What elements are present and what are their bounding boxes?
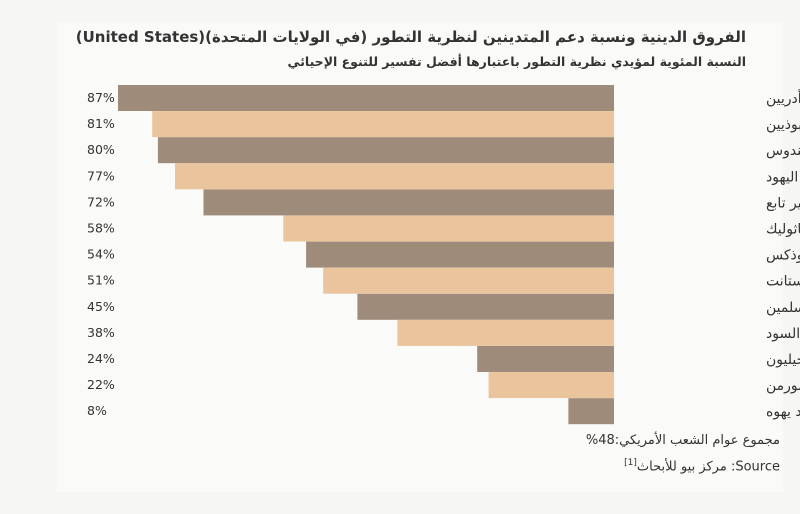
value-label-1: 87%	[87, 90, 115, 105]
value-label-3: 80%	[87, 142, 115, 157]
value-label-7: 54%	[87, 247, 115, 262]
value-label-6: 58%	[87, 221, 115, 236]
bar-12	[488, 372, 614, 399]
category-label-6: الكاثوليك	[766, 222, 800, 238]
bar-8	[323, 267, 614, 294]
bar-1	[118, 85, 614, 111]
bar-7	[306, 241, 614, 268]
category-label-7: الأرثوذكس	[766, 246, 800, 264]
category-label-9: المسلمين	[766, 300, 800, 316]
value-label-2: 81%	[87, 116, 115, 131]
value-label-4: 77%	[87, 168, 115, 183]
value-label-13: 8%	[87, 403, 107, 418]
category-label-5: غير تابع	[766, 195, 800, 211]
bar-11	[477, 346, 614, 372]
value-label-8: 51%	[87, 273, 115, 288]
bar-9	[357, 293, 614, 320]
chart-subtitle: النسبة المئوية لمؤيدي نظرية التطور باعتب…	[287, 54, 746, 69]
bar-4	[175, 163, 614, 190]
bar-6	[283, 215, 614, 242]
value-label-12: 22%	[87, 377, 115, 392]
source-note: Source: مركز بيو للأبحاث[1]	[360, 458, 780, 474]
value-label-5: 72%	[87, 194, 115, 209]
value-label-9: 45%	[87, 299, 115, 314]
chart-title: الفروق الدينية ونسبة دعم المتدينين لنظري…	[75, 28, 746, 46]
category-label-10: البروتستانت السود	[766, 326, 800, 342]
category-label-12: المورمن	[766, 378, 800, 394]
value-label-10: 38%	[87, 325, 115, 340]
bar-13	[568, 398, 614, 425]
category-label-3: الهندوس	[766, 143, 800, 159]
category-label-8: البروتستانت	[766, 274, 800, 290]
category-label-2: البوذيين	[766, 117, 800, 133]
bar-5	[203, 189, 614, 216]
category-label-4: اليهود	[766, 169, 798, 185]
category-label-1: الملحدين واللا أدريين	[766, 89, 800, 107]
bar-2	[152, 111, 614, 138]
bar-3	[157, 137, 614, 164]
total-note: مجموع عوام الشعب الأمريكي:48%	[585, 433, 780, 448]
value-label-11: 24%	[87, 351, 115, 366]
source-ref-link[interactable]: [1]	[624, 458, 637, 468]
category-label-11: البروتستانت الإنجيليون	[766, 352, 800, 368]
category-label-13: شهود يهوه	[766, 404, 800, 420]
bar-10	[397, 319, 614, 346]
source-text: : مركز بيو للأبحاث	[636, 459, 736, 475]
source-label: Source	[735, 459, 780, 475]
